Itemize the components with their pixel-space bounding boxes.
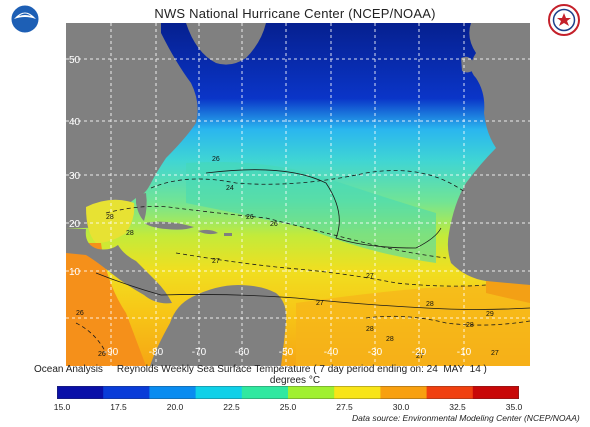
land-south-america [150, 285, 287, 366]
temperature-colorbar [57, 386, 519, 399]
isotherm-29 [365, 315, 530, 326]
gulf-of-guinea [486, 281, 530, 303]
caption-left: Ocean Analysis [34, 364, 103, 375]
colorbar-tick-label: 32.5 [449, 402, 466, 412]
colorbar-segment [472, 386, 519, 399]
lat-label-30: 30 [69, 171, 81, 182]
contour-label: 26 [76, 310, 84, 317]
gulf-of-mexico [86, 199, 135, 243]
contour-label: 27 [491, 350, 499, 357]
contour-label: 28 [366, 326, 374, 333]
colorbar-tick-label: 35.0 [505, 402, 523, 412]
graticule [66, 23, 530, 366]
isotherm-27 [175, 252, 487, 287]
data-source: Data source: Environmental Modeling Cent… [352, 413, 580, 423]
isotherm-26a [105, 205, 447, 259]
lat-label-50: 50 [69, 55, 81, 66]
contour-label: 27 [316, 300, 324, 307]
nws-logo [548, 4, 580, 36]
isotherms [75, 169, 530, 354]
noaa-logo [10, 4, 40, 34]
gyre-cool-region [186, 162, 436, 263]
contour-label: 27 [416, 353, 424, 360]
colorbar-segment [288, 386, 335, 399]
lat-label-20: 20 [69, 219, 81, 230]
colorbar-segment [103, 386, 150, 399]
colorbar-tick-label: 17.5 [110, 402, 127, 412]
isotherm-28 [95, 272, 530, 310]
colorbar-segment [334, 386, 381, 399]
warm-pacific-region [66, 243, 146, 366]
contour-label: 29 [486, 311, 494, 318]
lon-label: -60 [235, 347, 250, 358]
sst-map: 26 24 26 28 26 28 27 27 26 27 28 29 28 2… [66, 23, 530, 366]
map-title: NWS National Hurricane Center (NCEP/NOAA… [154, 6, 436, 21]
land-hispaniola [198, 229, 218, 235]
land-europe [469, 23, 530, 148]
contour-label-group: 26 24 26 28 26 28 27 27 26 27 28 29 28 2… [76, 156, 499, 360]
caption-right: Reynolds Weekly Sea Surface Temperature … [116, 364, 487, 375]
colorbar-segment [57, 386, 104, 399]
lon-label: -10 [457, 347, 472, 358]
isotherm-24 [150, 170, 467, 194]
colorbar-segment [380, 386, 428, 399]
colorbar-tick-label: 27.5 [336, 402, 353, 412]
lon-label: -70 [192, 347, 207, 358]
land-puerto-rico [224, 233, 232, 236]
land-central-america [66, 229, 172, 304]
contour-label: 26 [246, 214, 254, 221]
colorbar-segment [195, 386, 243, 399]
contour-label: 28 [386, 336, 394, 343]
map-caption: Ocean Analysis Reynolds Weekly Sea Surfa… [34, 364, 564, 375]
land-greenland [186, 23, 266, 65]
colorbar-segment [149, 386, 197, 399]
contour-label: 28 [426, 301, 434, 308]
land-north-america [66, 23, 198, 229]
contour-label: 28 [126, 230, 134, 237]
colorbar-tick-label: 15.0 [53, 402, 71, 412]
lat-label-40: 40 [69, 117, 81, 128]
lon-label: -40 [324, 347, 339, 358]
contour-label: 26 [270, 221, 278, 228]
contour-label: 27 [366, 273, 374, 280]
lat-label-10: 10 [69, 267, 81, 278]
lon-label: -90 [104, 347, 119, 358]
isotherm-26b [75, 322, 107, 354]
lon-label: -30 [368, 347, 383, 358]
contour-label: 28 [106, 214, 114, 221]
contour-label: 27 [212, 258, 220, 265]
contour-label: 26 [212, 156, 220, 163]
colorbar-segment [426, 386, 474, 399]
lon-label: -20 [412, 347, 427, 358]
isotherm-gyre [205, 169, 442, 249]
colorbar-tick-label: 25.0 [279, 402, 297, 412]
contour-label: 28 [466, 322, 474, 329]
land-africa [447, 123, 530, 285]
contour-label: 26 [98, 351, 106, 358]
contour-label: 24 [226, 185, 234, 192]
land-british-isles [461, 56, 476, 73]
warm-band-east [296, 283, 530, 366]
lon-label: -50 [279, 347, 294, 358]
longitude-labels: -90 -80 -70 -60 -50 -40 -30 -20 -10 [104, 347, 472, 358]
colorbar-tick-label: 22.5 [223, 402, 240, 412]
colorbar-segment [241, 386, 289, 399]
units-label: degrees °C [269, 375, 321, 386]
latitude-labels: 50 40 30 20 10 [69, 55, 81, 278]
lon-label: -80 [149, 347, 164, 358]
colorbar-tick-label: 30.0 [392, 402, 410, 412]
colorbar-tick-label: 20.0 [166, 402, 184, 412]
